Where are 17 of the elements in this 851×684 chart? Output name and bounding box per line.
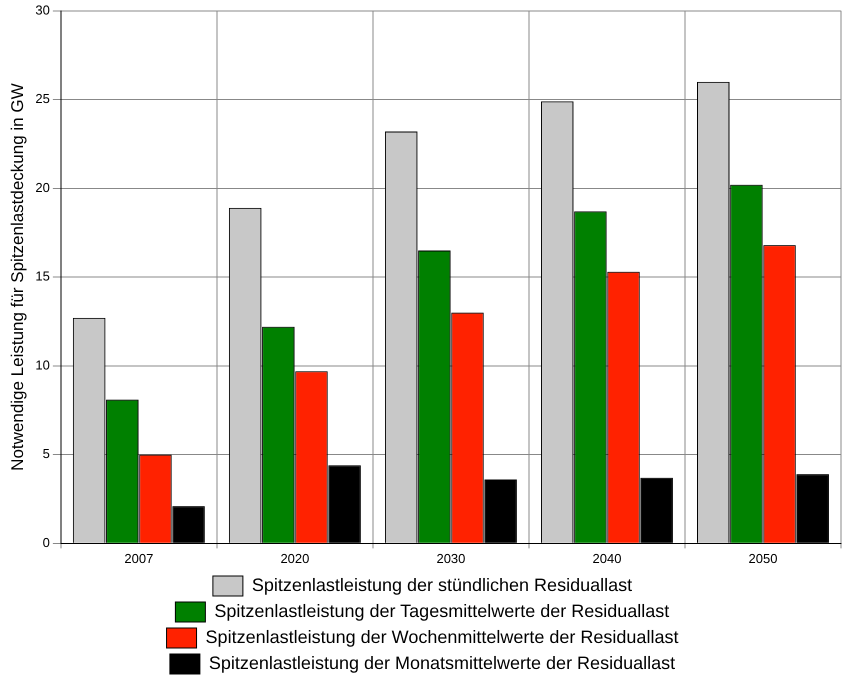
y-tick-label: 0 [42,534,50,550]
legend-label: Spitzenlastleistung der Monatsmittelwerte der Residuallast [208,652,676,673]
legend-label: Spitzenlastleistung der Tagesmittelwerte der Residuallast [214,600,670,621]
legend-label: Spitzenlastleistung der stündlichen Residuallast [252,574,632,595]
y-tick-label: 10 [35,357,50,372]
y-tick-label: 30 [35,2,50,18]
y-tick-label: 5 [42,446,50,462]
y-tick-label: 15 [35,268,50,284]
x-tick-label: 2040 [592,550,622,566]
x-tick-label: 2020 [280,550,310,566]
y-axis-title: Notwendige Leistung für Spitzenlastdeckung in GW [8,83,27,471]
x-tick-label: 2007 [124,550,154,566]
y-tick-label: 20 [35,180,50,195]
legend-label: Spitzenlastleistung der Wochenmittelwerte der Residuallast [206,626,678,647]
x-tick-label: 2050 [748,550,778,566]
x-tick-label: 2030 [436,550,466,566]
y-tick-label: 25 [35,91,50,106]
